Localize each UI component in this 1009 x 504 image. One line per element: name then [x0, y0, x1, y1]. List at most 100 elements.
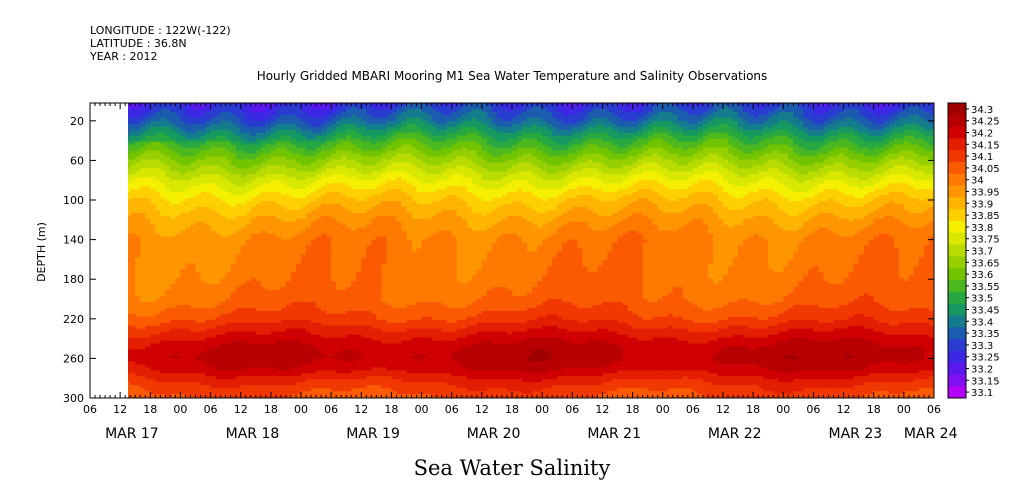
x-tick-label: 06	[204, 403, 218, 416]
y-tick-label: 180	[63, 273, 84, 286]
colorbar-swatch	[948, 268, 966, 281]
x-tick-label: 06	[565, 403, 579, 416]
x-tick-label: 00	[535, 403, 549, 416]
x-axis-label: Sea Water Salinity	[414, 456, 611, 480]
colorbar-label: 34.3	[971, 105, 993, 116]
colorbar-label: 33.65	[971, 258, 1000, 269]
colorbar-label: 34.1	[971, 152, 993, 163]
y-axis-label: DEPTH (m)	[35, 222, 48, 282]
date-label: MAR 18	[226, 426, 280, 442]
x-tick-label: 06	[686, 403, 700, 416]
colorbar-label: 34.25	[971, 117, 1000, 128]
x-tick-label: 06	[324, 403, 338, 416]
x-tick-label: 12	[354, 403, 368, 416]
colorbar-swatch	[948, 114, 966, 127]
colorbar-swatch	[948, 350, 966, 363]
colorbar-label: 33.25	[971, 353, 1000, 364]
colorbar-swatch	[948, 185, 966, 198]
year-label: YEAR : 2012	[90, 50, 158, 63]
longitude-label: LONGITUDE : 122W(-122)	[90, 24, 231, 37]
x-tick-label: 00	[173, 403, 187, 416]
x-tick-label: 00	[776, 403, 790, 416]
date-label: MAR 20	[467, 426, 521, 442]
colorbar-swatch	[948, 162, 966, 175]
colorbar-swatch	[948, 197, 966, 210]
x-tick-label: 00	[415, 403, 429, 416]
colorbar-label: 33.55	[971, 282, 1000, 293]
x-tick-label: 12	[113, 403, 127, 416]
y-tick-label: 220	[63, 313, 84, 326]
colorbar-swatch	[948, 303, 966, 316]
chart-title: Hourly Gridded MBARI Mooring M1 Sea Wate…	[257, 69, 768, 83]
colorbar-label: 34.15	[971, 140, 1000, 151]
x-tick-label: 18	[867, 403, 881, 416]
colorbar-swatch	[948, 209, 966, 222]
y-tick-label: 260	[63, 352, 84, 365]
date-label: MAR 24	[904, 426, 958, 442]
x-tick-label: 18	[746, 403, 760, 416]
date-label: MAR 21	[587, 426, 641, 442]
colorbar-label: 33.1	[971, 388, 993, 399]
colorbar-label: 33.95	[971, 188, 1000, 199]
colorbar-label: 33.7	[971, 247, 993, 258]
colorbar-label: 33.15	[971, 376, 1000, 387]
colorbar-label: 33.6	[971, 270, 993, 281]
x-tick-label: 12	[595, 403, 609, 416]
colorbar-label: 33.5	[971, 294, 993, 305]
colorbar-swatch	[948, 362, 966, 375]
no-data-region	[90, 103, 128, 398]
x-tick-label: 00	[897, 403, 911, 416]
colorbar-label: 34.05	[971, 164, 1000, 175]
colorbar-swatch	[948, 126, 966, 139]
colorbar-label: 33.45	[971, 306, 1000, 317]
colorbar-swatch	[948, 221, 966, 234]
x-tick-label: 06	[83, 403, 97, 416]
x-tick-label: 12	[837, 403, 851, 416]
colorbar-swatch	[948, 138, 966, 151]
y-tick-label: 100	[63, 194, 84, 207]
colorbar-swatch	[948, 244, 966, 257]
y-tick-label: 20	[70, 115, 84, 128]
colorbar-swatch	[948, 315, 966, 328]
x-tick-label: 18	[505, 403, 519, 416]
heatmap-field	[125, 103, 934, 398]
colorbar-label: 33.8	[971, 223, 993, 234]
date-label: MAR 22	[708, 426, 762, 442]
x-tick-label: 18	[384, 403, 398, 416]
x-tick-label: 18	[626, 403, 640, 416]
x-tick-label: 00	[656, 403, 670, 416]
colorbar-swatch	[948, 103, 966, 116]
y-tick-label: 60	[70, 154, 84, 167]
date-label: MAR 23	[829, 426, 883, 442]
x-tick-label: 06	[806, 403, 820, 416]
latitude-label: LATITUDE : 36.8N	[90, 37, 187, 50]
colorbar-label: 34.2	[971, 129, 993, 140]
x-tick-label: 18	[264, 403, 278, 416]
colorbar-label: 34	[971, 176, 984, 187]
x-tick-label: 18	[143, 403, 157, 416]
x-tick-label: 06	[445, 403, 459, 416]
date-label: MAR 19	[346, 426, 400, 442]
colorbar-swatch	[948, 291, 966, 304]
date-label: MAR 17	[105, 426, 159, 442]
y-tick-label: 140	[63, 234, 84, 247]
colorbar-swatch	[948, 339, 966, 352]
colorbar-swatch	[948, 150, 966, 163]
colorbar-label: 33.2	[971, 365, 993, 376]
colorbar-label: 33.3	[971, 341, 993, 352]
colorbar-label: 33.85	[971, 211, 1000, 222]
colorbar-swatch	[948, 327, 966, 340]
x-tick-label: 12	[475, 403, 489, 416]
colorbar-label: 33.75	[971, 235, 1000, 246]
colorbar-swatch	[948, 280, 966, 293]
y-tick-label: 300	[63, 392, 84, 405]
colorbar-swatch	[948, 374, 966, 387]
colorbar-label: 33.9	[971, 199, 993, 210]
colorbar-swatch	[948, 232, 966, 245]
colorbar-swatch	[948, 256, 966, 269]
x-tick-label: 12	[716, 403, 730, 416]
x-tick-label: 12	[234, 403, 248, 416]
colorbar: 34.334.2534.234.1534.134.053433.9533.933…	[947, 102, 1000, 399]
x-tick-label: 06	[927, 403, 941, 416]
